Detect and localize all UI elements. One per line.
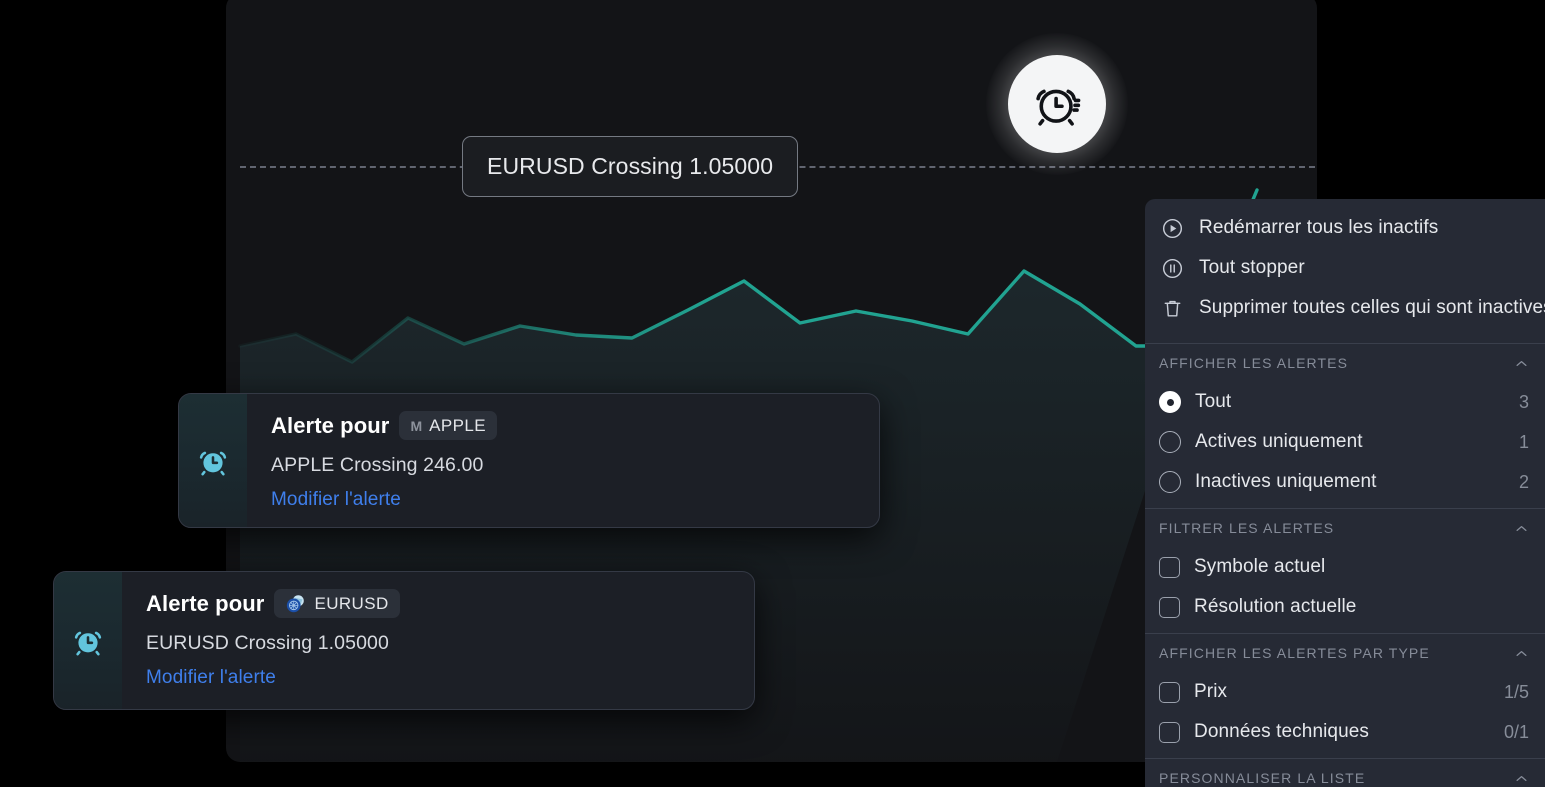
checkbox-indicator xyxy=(1159,596,1180,618)
menu-item-label: Supprimer toutes celles qui sont inactiv… xyxy=(1199,297,1545,318)
option-count: 1/5 xyxy=(1503,681,1529,702)
section-afficher-les-alertes: AFFICHER LES ALERTES Tout 3 Actives uniq… xyxy=(1145,344,1545,502)
section-afficher-les-alertes-par-type: AFFICHER LES ALERTES PAR TYPE Prix 1/5 D… xyxy=(1145,634,1545,752)
section-title: AFFICHER LES ALERTES PAR TYPE xyxy=(1159,645,1430,661)
alarm-clock-icon xyxy=(1036,89,1081,126)
option-count: 3 xyxy=(1518,391,1529,412)
option-count: 2 xyxy=(1518,471,1529,492)
menu-item-stop-all[interactable]: Tout stopper xyxy=(1145,248,1545,288)
toast-icon-pane xyxy=(54,572,122,709)
edit-alert-link[interactable]: Modifier l'alerte xyxy=(271,489,401,510)
chevron-up-icon xyxy=(1516,360,1527,366)
chart-line xyxy=(238,188,1259,364)
menu-divider xyxy=(1145,343,1545,344)
symbol-name: APPLE xyxy=(429,415,486,435)
alerts-settings-menu: Redémarrer tous les inactifs Tout stoppe… xyxy=(1145,199,1545,787)
alert-toast-eurusd[interactable]: Alerte pour EURUSD EURUSD Crossing 1.050… xyxy=(53,571,755,710)
chevron-up-icon xyxy=(1516,650,1527,656)
edit-alert-link[interactable]: Modifier l'alerte xyxy=(146,667,276,688)
symbol-name: EURUSD xyxy=(314,593,389,613)
chevron-up-icon xyxy=(1516,525,1527,531)
section-header[interactable]: AFFICHER LES ALERTES PAR TYPE xyxy=(1145,634,1545,672)
section-title: FILTRER LES ALERTES xyxy=(1159,520,1335,536)
option-label: Actives uniquement xyxy=(1195,431,1363,452)
section-title: AFFICHER LES ALERTES xyxy=(1159,355,1349,371)
option-label: Prix xyxy=(1194,681,1228,702)
menu-item-label: Redémarrer tous les inactifs xyxy=(1199,217,1439,238)
menu-divider xyxy=(1145,758,1545,759)
option-label: Inactives uniquement xyxy=(1195,471,1377,492)
section-filtrer-les-alertes: FILTRER LES ALERTES Symbole actuel Résol… xyxy=(1145,509,1545,627)
menu-divider xyxy=(1145,633,1545,634)
radio-indicator xyxy=(1159,471,1181,493)
alert-level-label[interactable]: EURUSD Crossing 1.05000 xyxy=(462,136,799,197)
radio-option-tout[interactable]: Tout 3 xyxy=(1145,382,1545,422)
symbol-chip[interactable]: EURUSD xyxy=(274,589,400,618)
checkbox-indicator xyxy=(1159,721,1180,743)
section-header[interactable]: PERSONNALISER LA LISTE xyxy=(1145,759,1545,787)
menu-item-delete-inactive[interactable]: Supprimer toutes celles qui sont inactiv… xyxy=(1145,288,1545,328)
section-header[interactable]: FILTRER LES ALERTES xyxy=(1145,509,1545,547)
option-count: 1 xyxy=(1518,431,1529,452)
alarm-badge-circle xyxy=(1008,55,1106,153)
checkbox-option-symbole-actuel[interactable]: Symbole actuel xyxy=(1145,547,1545,587)
checkbox-indicator xyxy=(1159,556,1180,578)
menu-actions-group: Redémarrer tous les inactifs Tout stoppe… xyxy=(1145,199,1545,337)
trash-icon xyxy=(1159,297,1185,320)
toast-description: EURUSD Crossing 1.05000 xyxy=(146,632,389,654)
radio-indicator xyxy=(1159,431,1181,453)
section-header[interactable]: AFFICHER LES ALERTES xyxy=(1145,344,1545,382)
checkbox-option-resolution-actuelle[interactable]: Résolution actuelle xyxy=(1145,587,1545,627)
menu-divider xyxy=(1145,508,1545,509)
alarm-clock-icon xyxy=(199,451,227,475)
symbol-chip[interactable]: M APPLE xyxy=(399,411,497,440)
toast-body: Alerte pour M APPLE APPLE Crossing 246.0… xyxy=(247,394,879,527)
radio-option-actives-uniquement[interactable]: Actives uniquement 1 xyxy=(1145,422,1545,462)
alert-toast-apple[interactable]: Alerte pour M APPLE APPLE Crossing 246.0… xyxy=(178,393,880,528)
chevron-up-icon xyxy=(1516,775,1527,781)
toast-title-row: Alerte pour EURUSD xyxy=(146,588,754,619)
option-label: Résolution actuelle xyxy=(1194,596,1357,617)
section-personnaliser-la-liste: PERSONNALISER LA LISTE xyxy=(1145,759,1545,787)
menu-item-label: Tout stopper xyxy=(1199,257,1305,278)
play-circle-icon xyxy=(1159,217,1185,240)
toast-description: APPLE Crossing 246.00 xyxy=(271,454,484,476)
toast-body: Alerte pour EURUSD EURUSD Crossing 1.050… xyxy=(122,572,754,709)
alarm-clock-icon xyxy=(74,631,102,655)
radio-indicator xyxy=(1159,391,1181,413)
alert-level-label-text: EURUSD Crossing 1.05000 xyxy=(487,153,774,179)
section-title: PERSONNALISER LA LISTE xyxy=(1159,770,1366,786)
toast-title-row: Alerte pour M APPLE xyxy=(271,410,879,441)
checkbox-option-donnees-techniques[interactable]: Données techniques 0/1 xyxy=(1145,712,1545,752)
alarm-badge[interactable] xyxy=(986,33,1128,175)
toast-title: Alerte pour xyxy=(146,590,265,616)
option-label: Données techniques xyxy=(1194,721,1370,742)
checkbox-indicator xyxy=(1159,681,1180,703)
pause-circle-icon xyxy=(1159,257,1185,280)
option-label: Symbole actuel xyxy=(1194,556,1326,577)
option-count: 0/1 xyxy=(1503,721,1529,742)
exchange-badge: M xyxy=(410,417,423,434)
eurusd-flag-icon xyxy=(287,594,305,612)
checkbox-option-prix[interactable]: Prix 1/5 xyxy=(1145,672,1545,712)
toast-title: Alerte pour xyxy=(271,412,390,438)
option-label: Tout xyxy=(1195,391,1232,412)
radio-option-inactives-uniquement[interactable]: Inactives uniquement 2 xyxy=(1145,462,1545,502)
toast-icon-pane xyxy=(179,394,247,527)
menu-item-restart-inactive[interactable]: Redémarrer tous les inactifs xyxy=(1145,208,1545,248)
